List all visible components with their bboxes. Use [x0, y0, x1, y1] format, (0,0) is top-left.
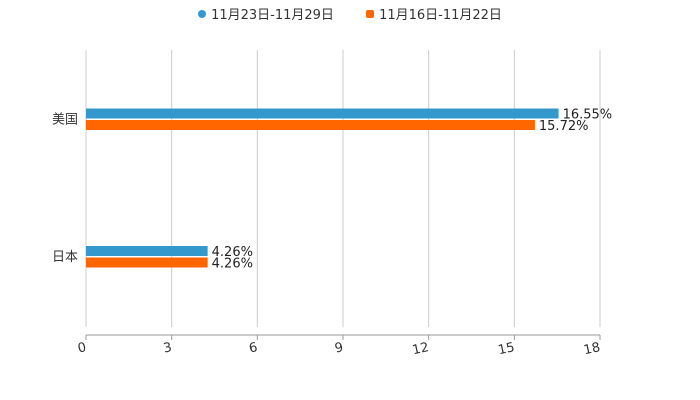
- x-tick-label: 6: [248, 340, 259, 356]
- legend-label: 11月16日-11月22日: [379, 8, 502, 23]
- x-tick-label: 15: [497, 340, 516, 358]
- x-tick-label: 3: [162, 340, 173, 356]
- legend: 11月23日-11月29日 11月16日-11月22日: [0, 4, 700, 23]
- data-label: 15.72%: [539, 119, 589, 134]
- bar: [86, 120, 535, 130]
- legend-item-series-2[interactable]: 11月16日-11月22日: [366, 4, 502, 23]
- data-label: 4.26%: [212, 257, 253, 272]
- legend-label: 11月23日-11月29日: [211, 8, 334, 23]
- x-tick-label: 12: [411, 340, 430, 358]
- x-tick-label: 18: [582, 340, 601, 358]
- legend-marker-series-2: [366, 9, 375, 18]
- x-tick-label: 0: [76, 340, 87, 356]
- legend-item-series-1[interactable]: 11月23日-11月29日: [198, 4, 334, 23]
- legend-marker-series-1: [198, 9, 207, 18]
- x-tick-label: 9: [333, 340, 344, 356]
- bar: [86, 108, 559, 119]
- y-category-label: 日本: [52, 250, 78, 265]
- bar: [86, 246, 208, 256]
- data-label: 16.55%: [563, 108, 613, 123]
- data-label: 4.26%: [212, 245, 253, 260]
- bar: [86, 257, 208, 268]
- y-category-label: 美国: [52, 113, 78, 128]
